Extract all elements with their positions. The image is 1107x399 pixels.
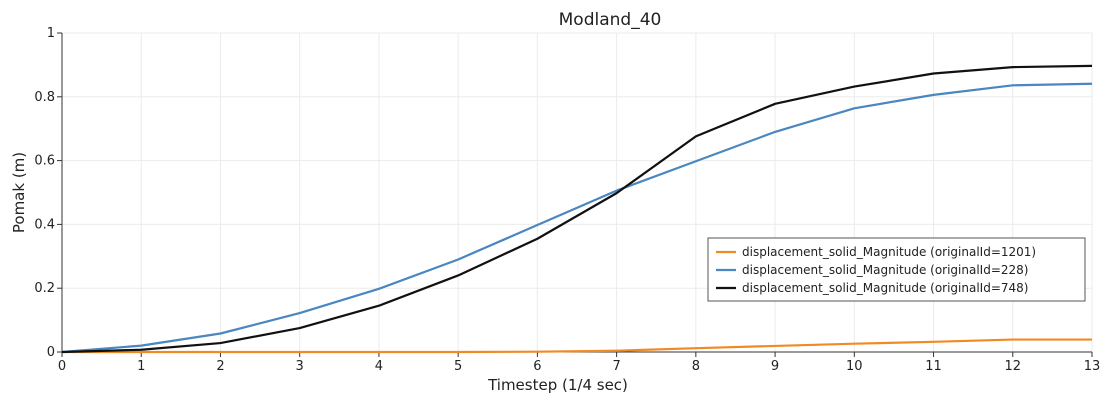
y-tick-label-4: 0.8 bbox=[34, 90, 55, 105]
grid bbox=[61, 32, 1093, 353]
legend-label-0: displacement_solid_Magnitude (originalId… bbox=[742, 245, 1036, 259]
x-tick-label-6: 6 bbox=[533, 359, 541, 374]
x-tick-label-7: 7 bbox=[612, 359, 620, 374]
legend-box bbox=[707, 237, 1086, 302]
y-ticks: 0 0.2 0.4 0.6 0.8 1 bbox=[34, 26, 62, 360]
x-tick-label-9: 9 bbox=[771, 359, 779, 374]
x-tick-label-1: 1 bbox=[137, 359, 145, 374]
legend-label-1: displacement_solid_Magnitude (originalId… bbox=[742, 263, 1028, 277]
x-tick-label-8: 8 bbox=[692, 359, 700, 374]
series-line-1 bbox=[61, 82, 1093, 354]
x-axis-title: Timestep (1/4 sec) bbox=[487, 376, 628, 394]
x-tick-label-0: 0 bbox=[58, 359, 66, 374]
y-tick-label-2: 0.4 bbox=[34, 217, 55, 232]
x-tick-label-4: 4 bbox=[375, 359, 383, 374]
chart-title: Modland_40 bbox=[559, 10, 662, 30]
legend-label-2: displacement_solid_Magnitude (originalId… bbox=[742, 281, 1028, 295]
x-tick-label-11: 11 bbox=[925, 359, 942, 374]
x-tick-label-10: 10 bbox=[846, 359, 863, 374]
x-tick-label-13: 13 bbox=[1084, 359, 1101, 374]
x-tick-label-5: 5 bbox=[454, 359, 462, 374]
x-tick-label-12: 12 bbox=[1004, 359, 1021, 374]
y-tick-label-1: 0.2 bbox=[34, 281, 55, 296]
x-tick-label-2: 2 bbox=[216, 359, 224, 374]
y-tick-label-5: 1 bbox=[47, 26, 55, 41]
y-tick-label-3: 0.6 bbox=[34, 154, 55, 169]
y-tick-label-0: 0 bbox=[47, 345, 55, 360]
series-line-0 bbox=[62, 338, 1092, 354]
series-line-2 bbox=[61, 64, 1093, 354]
axes bbox=[61, 33, 1092, 353]
series-lines bbox=[61, 64, 1093, 354]
legend: displacement_solid_Magnitude (originalId… bbox=[707, 237, 1086, 302]
x-ticks: 0 1 2 3 4 5 6 7 8 9 10 11 12 13 bbox=[58, 352, 1100, 374]
x-tick-label-3: 3 bbox=[296, 359, 304, 374]
y-axis-title: Pomak (m) bbox=[10, 152, 28, 233]
